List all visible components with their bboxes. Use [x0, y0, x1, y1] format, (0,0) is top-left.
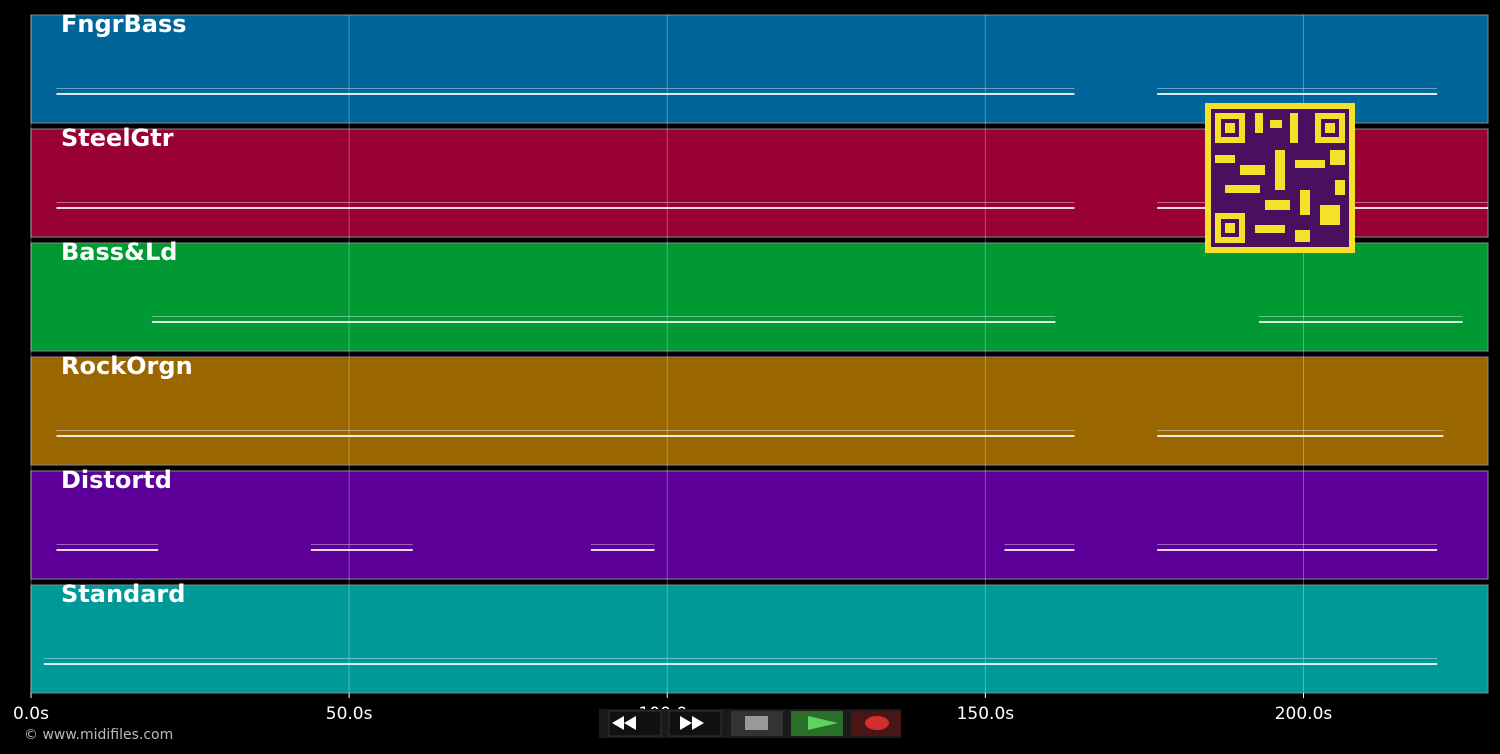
note-region-echo — [1157, 88, 1438, 89]
footer: © www.midifiles.com — [24, 727, 173, 743]
note-region-echo — [1157, 544, 1438, 545]
note-region — [43, 663, 1438, 665]
note-region — [1157, 435, 1444, 437]
note-region — [310, 549, 413, 551]
qr-code — [1205, 103, 1355, 253]
fast-forward-button[interactable] — [668, 710, 722, 737]
note-region-echo — [1258, 316, 1463, 317]
transport-controls — [599, 709, 901, 738]
track-panel — [30, 470, 1489, 580]
note-region — [1004, 549, 1075, 551]
note-region-echo — [56, 202, 1075, 203]
notes — [43, 88, 1488, 665]
note-region-echo — [151, 316, 1056, 317]
track-name: SteelGtr — [61, 124, 174, 152]
note-region-echo — [56, 430, 1075, 431]
note-region — [56, 435, 1075, 437]
note-region-echo — [1004, 544, 1075, 545]
note-region-echo — [56, 88, 1075, 89]
track-name: FngrBass — [61, 10, 187, 38]
x-tick-label: 150.0s — [957, 704, 1015, 724]
x-tick-label: 0.0s — [13, 704, 49, 724]
note-region — [1157, 549, 1438, 551]
tracks — [30, 14, 1489, 694]
grid — [30, 15, 1304, 698]
record-button[interactable] — [851, 711, 901, 736]
track-name: Standard — [61, 580, 185, 608]
track-name: Distortd — [61, 466, 172, 494]
note-region — [56, 207, 1075, 209]
track-panel — [30, 242, 1489, 352]
note-region-echo — [310, 544, 413, 545]
stop-button[interactable] — [731, 711, 783, 736]
note-region — [590, 549, 655, 551]
track-name: Bass&Ld — [61, 238, 177, 266]
x-tick-label: 50.0s — [326, 704, 373, 724]
note-region-echo — [43, 658, 1438, 659]
track-panel — [30, 584, 1489, 694]
track-name: RockOrgn — [61, 352, 193, 380]
note-region-echo — [56, 544, 159, 545]
play-button[interactable] — [791, 711, 843, 736]
x-tick-label: 200.0s — [1275, 704, 1333, 724]
note-region — [56, 93, 1075, 95]
note-region — [1258, 321, 1463, 323]
note-region — [56, 549, 159, 551]
track-panel — [30, 356, 1489, 466]
rewind-button[interactable] — [608, 710, 662, 737]
note-region — [1157, 93, 1438, 95]
note-region-echo — [1157, 430, 1444, 431]
note-region — [151, 321, 1056, 323]
note-region-echo — [590, 544, 655, 545]
